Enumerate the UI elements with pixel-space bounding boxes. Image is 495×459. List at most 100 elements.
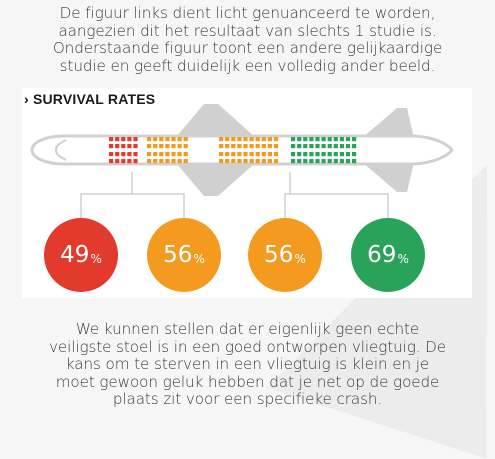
seat-front <box>133 152 138 157</box>
seat-rear-middle <box>243 152 248 157</box>
seat-rear <box>333 152 338 157</box>
seat-rear <box>333 159 338 164</box>
seat-rear-middle <box>237 159 242 164</box>
seat-front-middle <box>177 144 182 149</box>
outro-paragraph: We kunnen stellen dat er eigenlijk geen … <box>0 320 495 409</box>
seat-rear-middle <box>255 152 260 157</box>
intro-line: studie en geeft duidelijk een volledig a… <box>59 56 436 75</box>
seat-rear-middle <box>261 137 266 142</box>
seat-front-middle <box>159 152 164 157</box>
outro-line: veiligste stoel is in een goed ontworpen… <box>48 337 447 356</box>
intro-line: aangezien dit het resultaat van slechts … <box>58 21 437 40</box>
survival-rate-circle-front-middle: 56% <box>147 218 221 292</box>
seat-rear <box>321 152 326 157</box>
seat-rear <box>339 144 344 149</box>
seat-rear <box>291 137 296 142</box>
seat-front-middle <box>147 152 152 157</box>
seat-rear-middle <box>267 144 272 149</box>
seat-rear <box>352 152 357 157</box>
rate-value: 56 <box>163 242 193 268</box>
seat-rear-middle <box>255 137 260 142</box>
seat-rear-middle <box>225 152 230 157</box>
seat-rear-middle <box>219 152 224 157</box>
seat-front <box>115 144 120 149</box>
seat-rear <box>321 144 326 149</box>
seat-front-middle <box>177 137 182 142</box>
survival-rates-infographic: › SURVIVAL RATES 49% 56% 56% 69% <box>22 88 472 298</box>
seat-rear <box>352 144 357 149</box>
seat-rear-middle <box>231 144 236 149</box>
seat-rear-middle <box>225 144 230 149</box>
seat-rear <box>297 144 302 149</box>
seat-rear <box>309 159 314 164</box>
seat-front-middle <box>147 137 152 142</box>
seat-rear-middle <box>225 159 230 164</box>
seat-rear <box>315 159 320 164</box>
seat-rear <box>345 159 351 164</box>
seat-front <box>127 152 132 157</box>
seat-rear-middle <box>231 137 236 142</box>
seat-rear-middle <box>273 144 279 149</box>
seat-rear <box>303 144 308 149</box>
seat-front-middle <box>159 159 164 164</box>
seat-front <box>121 159 126 164</box>
rate-value: 56 <box>264 242 294 268</box>
seat-rear-middle <box>261 144 266 149</box>
seat-front-middle <box>183 144 188 149</box>
airplane-cockpit <box>54 139 67 161</box>
seat-rear-middle <box>231 159 236 164</box>
seat-front-middle <box>159 144 164 149</box>
seat-rear <box>315 152 320 157</box>
seat-rear <box>309 137 314 142</box>
seat-front <box>127 159 132 164</box>
seat-front <box>109 144 114 149</box>
seat-front-middle <box>159 137 164 142</box>
seat-rear-middle <box>219 144 224 149</box>
seat-rear <box>327 152 332 157</box>
outro-line: moet gewoon geluk hebben dat je net op d… <box>55 372 440 391</box>
seat-rear-middle <box>255 159 260 164</box>
survival-rate-circle-rear: 69% <box>351 218 425 292</box>
seat-front <box>133 137 138 142</box>
seat-rear <box>303 137 308 142</box>
seat-front-middle <box>165 152 170 157</box>
seat-rear <box>333 144 338 149</box>
seat-rear-middle <box>261 159 266 164</box>
airplane-upper-wing <box>177 104 254 136</box>
seat-front-middle <box>153 137 158 142</box>
seat-rear <box>309 152 314 157</box>
seat-front <box>115 137 120 142</box>
seat-front-middle <box>147 144 152 149</box>
seat-rear-middle <box>237 152 242 157</box>
seat-rear <box>303 152 308 157</box>
seat-front-middle <box>171 137 176 142</box>
seat-front <box>121 144 126 149</box>
seat-front-middle <box>165 137 170 142</box>
airplane-lower-tail <box>362 162 414 192</box>
intro-paragraph: De figuur links dient licht genuanceerd … <box>0 4 495 75</box>
seat-front <box>127 137 132 142</box>
seat-rear <box>327 159 332 164</box>
seat-front <box>133 144 138 149</box>
seat-rear <box>352 159 357 164</box>
seat-rear <box>291 144 296 149</box>
outro-line: We kunnen stellen dat er eigenlijk geen … <box>75 320 420 338</box>
seat-rear-middle <box>219 159 224 164</box>
seat-front <box>115 152 120 157</box>
seat-rear <box>321 159 326 164</box>
seat-rear-middle <box>225 137 230 142</box>
airplane-upper-tail <box>362 108 414 138</box>
infographic-title: › SURVIVAL RATES <box>24 91 156 107</box>
rate-value: 49 <box>60 242 90 268</box>
seat-front-middle <box>177 152 182 157</box>
seat-front-middle <box>165 144 170 149</box>
seat-blocks <box>109 137 357 164</box>
seat-front <box>121 152 126 157</box>
seat-rear <box>297 137 302 142</box>
seat-rear-middle <box>237 137 242 142</box>
seat-front <box>133 159 138 164</box>
airplane-lower-wing <box>177 164 254 196</box>
seat-front-middle <box>153 144 158 149</box>
seat-rear <box>345 152 351 157</box>
outro-line: kans om te sterven in een vliegtuig is k… <box>65 355 430 373</box>
